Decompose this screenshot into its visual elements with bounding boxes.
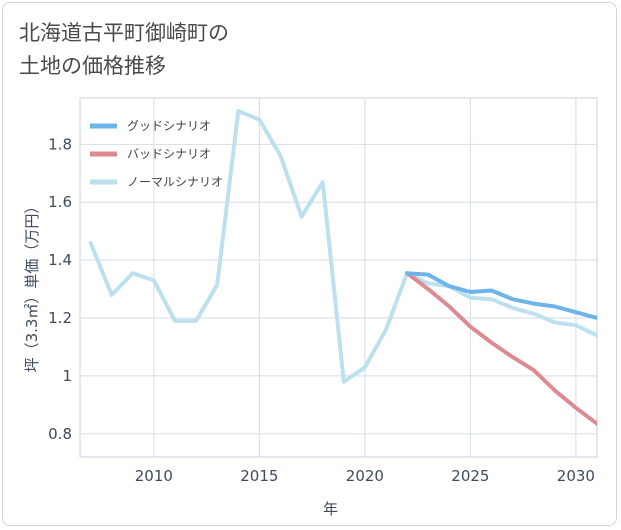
legend-entry: グッドシナリオ <box>127 119 211 133</box>
y-tick-label: 1.8 <box>48 135 72 153</box>
y-axis-label: 坪（3.3㎡）単価（万円） <box>23 199 41 373</box>
series-line-2 <box>88 109 597 384</box>
y-tick-label: 1.4 <box>48 251 72 269</box>
y-tick-label: 1.2 <box>48 309 72 327</box>
legend-entry: バッドシナリオ <box>127 147 211 161</box>
x-tick-label: 2025 <box>451 467 489 485</box>
chart-title: 北海道古平町御崎町の 土地の価格推移 <box>19 17 229 83</box>
legend-entry: ノーマルシナリオ <box>127 175 223 189</box>
chart-card: 北海道古平町御崎町の 土地の価格推移 <box>2 2 617 526</box>
y-tick-label: 0.8 <box>48 425 72 443</box>
y-tick-label: 1 <box>62 367 72 385</box>
x-axis-label: 年 <box>323 500 338 518</box>
chart-title-line-2: 土地の価格推移 <box>19 54 166 78</box>
x-tick-label: 2015 <box>240 467 278 485</box>
series-line-1 <box>405 271 597 426</box>
chart-title-line-1: 北海道古平町御崎町の <box>19 21 229 45</box>
x-tick-label: 2030 <box>557 467 595 485</box>
plot-frame <box>79 97 598 458</box>
y-tick-label: 1.6 <box>48 193 72 211</box>
x-tick-label: 2020 <box>346 467 384 485</box>
series-group <box>88 109 597 426</box>
x-tick-label: 2010 <box>135 467 173 485</box>
series-line-0 <box>405 271 597 320</box>
